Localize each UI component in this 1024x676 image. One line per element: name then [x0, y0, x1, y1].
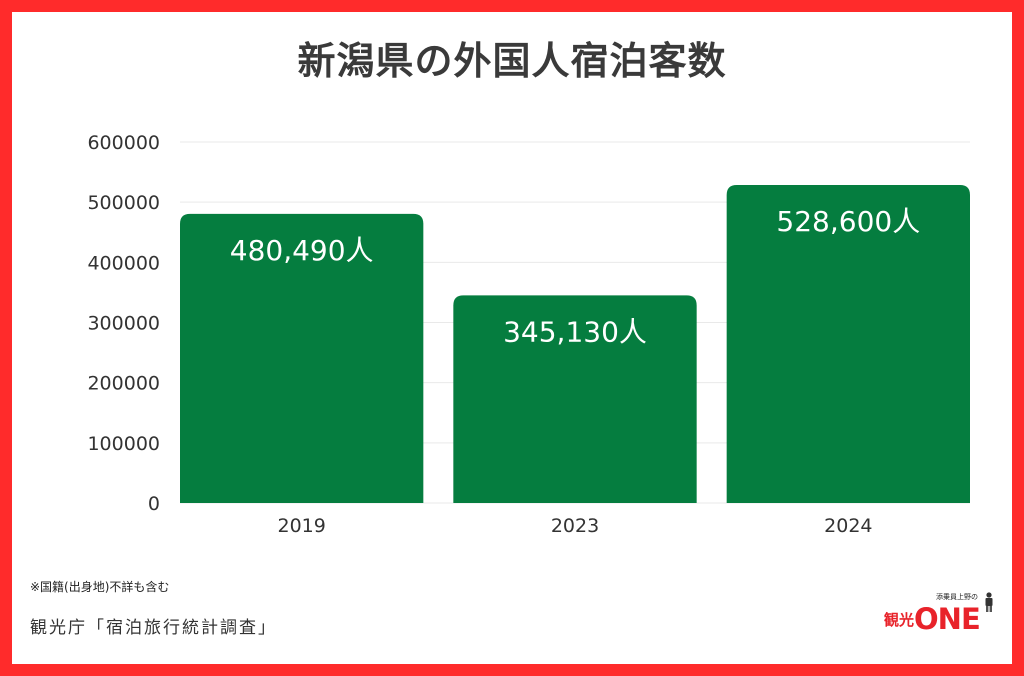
- brand-logo: 添乗員上野の 観光ONE: [884, 592, 994, 638]
- bar: [726, 184, 970, 504]
- y-tick-label: 400000: [87, 252, 160, 274]
- person-icon: [985, 592, 993, 612]
- y-tick-label: 600000: [87, 132, 160, 154]
- y-tick-label: 500000: [87, 192, 160, 214]
- data-label: 480,490人: [230, 234, 374, 267]
- logo-kanji: 観光: [884, 611, 915, 629]
- x-tick-label: 2024: [824, 515, 872, 537]
- logo-wordmark: 観光ONE: [884, 602, 981, 636]
- y-tick-label: 300000: [87, 313, 160, 335]
- x-tick-label: 2019: [277, 515, 325, 537]
- logo-tagline: 添乗員上野の: [936, 593, 978, 601]
- x-tick-label: 2023: [551, 515, 599, 537]
- bar: [453, 295, 697, 503]
- y-tick-label: 0: [148, 493, 160, 515]
- data-label: 528,600人: [776, 205, 920, 238]
- data-label: 345,130人: [503, 315, 647, 348]
- y-tick-label: 100000: [87, 433, 160, 455]
- logo-one: ONE: [914, 602, 981, 636]
- footnote: ※国籍(出身地)不詳も含む: [30, 580, 170, 594]
- y-tick-label: 200000: [87, 373, 160, 395]
- source-credit: 観光庁「宿泊旅行統計調査」: [30, 618, 277, 638]
- bar: [180, 213, 424, 503]
- chart-title: 新潟県の外国人宿泊客数: [297, 39, 727, 83]
